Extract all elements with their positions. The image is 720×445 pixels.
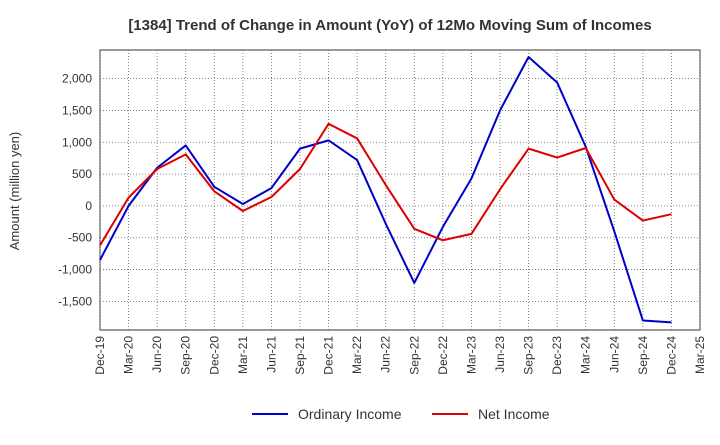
x-tick-label: Dec-22 <box>436 336 450 375</box>
x-tick-label: Dec-19 <box>93 336 107 375</box>
plot-area: 2,000 1,500 1,000 500 0 -500 -1,000 -1,500 Dec-1… <box>58 49 707 375</box>
y-tick-label: -1,500 <box>58 294 92 308</box>
x-tick-label: Dec-23 <box>550 336 564 375</box>
x-tick-label: Mar-22 <box>350 336 364 374</box>
x-tick-label: Jun-21 <box>264 336 278 373</box>
x-tick-label: Mar-24 <box>579 336 593 374</box>
y-tick-label: -500 <box>68 231 92 245</box>
y-tick-label: 1,500 <box>62 103 92 117</box>
x-tick-label: Jun-24 <box>607 336 621 373</box>
x-tick-label: Mar-20 <box>122 336 136 374</box>
x-tick-label: Mar-21 <box>236 336 250 374</box>
x-tick-label: Mar-25 <box>693 336 707 374</box>
chart-title: [1384] Trend of Change in Amount (YoY) o… <box>128 17 651 34</box>
x-tick-label: Jun-20 <box>150 336 164 373</box>
x-tick-label: Sep-22 <box>407 336 421 375</box>
x-tick-label: Sep-24 <box>636 336 650 375</box>
x-tick-label: Sep-21 <box>293 336 307 375</box>
y-tick-label: 0 <box>85 199 92 213</box>
legend-label-ordinary-income: Ordinary Income <box>298 406 402 422</box>
x-tick-label: Sep-20 <box>179 336 193 375</box>
series-line-ordinary-income <box>99 56 672 324</box>
series-line-net-income <box>99 122 672 246</box>
y-tick-label: 1,000 <box>62 135 92 149</box>
x-tick-label: Dec-21 <box>322 336 336 375</box>
legend-label-net-income: Net Income <box>478 406 550 422</box>
y-tick-label: 2,000 <box>62 72 92 86</box>
y-tick-label: 500 <box>72 167 92 181</box>
y-tick-label: -1,000 <box>58 263 92 277</box>
y-axis-label: Amount (million yen) <box>7 132 22 251</box>
x-tick-label: Dec-20 <box>207 336 221 375</box>
x-tick-label: Jun-22 <box>379 336 393 373</box>
x-tick-label: Mar-23 <box>464 336 478 374</box>
x-tick-label: Dec-24 <box>664 336 678 375</box>
legend: Ordinary Income Net Income <box>252 406 550 422</box>
x-tick-label: Sep-23 <box>522 336 536 375</box>
x-tick-label: Jun-23 <box>493 336 507 373</box>
